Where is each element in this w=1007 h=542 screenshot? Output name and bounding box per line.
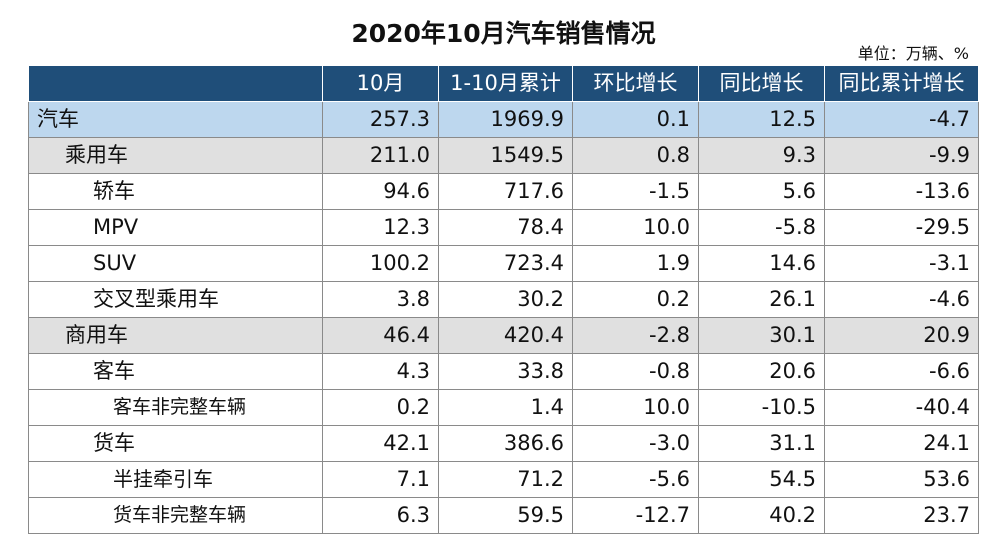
cell-value: -40.4 [824, 389, 979, 426]
cell-value: 46.4 [322, 317, 439, 354]
table-row: 客车非完整车辆 0.2 1.4 10.0 -10.5 -40.4 [28, 389, 979, 426]
table-row: MPV 12.3 78.4 10.0 -5.8 -29.5 [28, 209, 979, 246]
cell-value: 717.6 [438, 173, 573, 210]
cell-value: 5.6 [698, 173, 825, 210]
cell-value: -5.6 [572, 461, 699, 498]
cell-value: 12.5 [698, 101, 825, 138]
cell-value: -3.0 [572, 425, 699, 462]
cell-value: 6.3 [322, 497, 439, 534]
cell-value: 10.0 [572, 389, 699, 426]
cell-value: 100.2 [322, 245, 439, 282]
cell-value: 14.6 [698, 245, 825, 282]
cell-value: 723.4 [438, 245, 573, 282]
table-row: 轿车 94.6 717.6 -1.5 5.6 -13.6 [28, 173, 979, 210]
table-row: 货车非完整车辆 6.3 59.5 -12.7 40.2 23.7 [28, 497, 979, 534]
table-row: 乘用车 211.0 1549.5 0.8 9.3 -9.9 [28, 137, 979, 174]
header-cell-month: 10月 [322, 65, 439, 102]
row-label: 货车 [28, 425, 323, 462]
cell-value: 30.1 [698, 317, 825, 354]
row-label: 客车非完整车辆 [28, 389, 323, 426]
cell-value: 7.1 [322, 461, 439, 498]
row-label: 乘用车 [28, 137, 323, 174]
cell-value: -3.1 [824, 245, 979, 282]
cell-value: 30.2 [438, 281, 573, 318]
cell-value: 211.0 [322, 137, 439, 174]
row-label: 汽车 [28, 101, 323, 138]
cell-value: 26.1 [698, 281, 825, 318]
cell-value: 31.1 [698, 425, 825, 462]
cell-value: 53.6 [824, 461, 979, 498]
cell-value: 10.0 [572, 209, 699, 246]
table-row: 商用车 46.4 420.4 -2.8 30.1 20.9 [28, 317, 979, 354]
row-label: 货车非完整车辆 [28, 497, 323, 534]
cell-value: 42.1 [322, 425, 439, 462]
cell-value: 23.7 [824, 497, 979, 534]
table-row: 汽车 257.3 1969.9 0.1 12.5 -4.7 [28, 101, 979, 138]
cell-value: 71.2 [438, 461, 573, 498]
row-label: SUV [28, 245, 323, 282]
cell-value: -29.5 [824, 209, 979, 246]
cell-value: 420.4 [438, 317, 573, 354]
cell-value: 1969.9 [438, 101, 573, 138]
row-label: 交叉型乘用车 [28, 281, 323, 318]
header-cell-mom: 环比增长 [572, 65, 699, 102]
cell-value: 0.2 [572, 281, 699, 318]
header-cell-yoy-cumulative: 同比累计增长 [824, 65, 979, 102]
row-label: 轿车 [28, 173, 323, 210]
sales-table: 10月 1-10月累计 环比增长 同比增长 同比累计增长 汽车 257.3 19… [28, 65, 979, 534]
page-title: 2020年10月汽车销售情况 [351, 19, 656, 48]
row-label: MPV [28, 209, 323, 246]
cell-value: -5.8 [698, 209, 825, 246]
cell-value: 1.4 [438, 389, 573, 426]
cell-value: 1.9 [572, 245, 699, 282]
cell-value: -12.7 [572, 497, 699, 534]
cell-value: 54.5 [698, 461, 825, 498]
cell-value: 0.8 [572, 137, 699, 174]
cell-value: -13.6 [824, 173, 979, 210]
cell-value: 1549.5 [438, 137, 573, 174]
cell-value: 24.1 [824, 425, 979, 462]
row-label: 客车 [28, 353, 323, 390]
cell-value: 0.1 [572, 101, 699, 138]
table-row: 交叉型乘用车 3.8 30.2 0.2 26.1 -4.6 [28, 281, 979, 318]
header-cell-yoy: 同比增长 [698, 65, 825, 102]
header-cell-cumulative: 1-10月累计 [438, 65, 573, 102]
cell-value: 4.3 [322, 353, 439, 390]
table-row: SUV 100.2 723.4 1.9 14.6 -3.1 [28, 245, 979, 282]
cell-value: 3.8 [322, 281, 439, 318]
header-cell-name [28, 65, 323, 102]
cell-value: -4.6 [824, 281, 979, 318]
cell-value: 94.6 [322, 173, 439, 210]
cell-value: 20.6 [698, 353, 825, 390]
cell-value: -1.5 [572, 173, 699, 210]
cell-value: 9.3 [698, 137, 825, 174]
header-row: 10月 1-10月累计 环比增长 同比增长 同比累计增长 [28, 65, 979, 102]
cell-value: -4.7 [824, 101, 979, 138]
cell-value: 20.9 [824, 317, 979, 354]
cell-value: 59.5 [438, 497, 573, 534]
unit-note: 单位：万辆、% [857, 44, 969, 63]
row-label: 半挂牵引车 [28, 461, 323, 498]
cell-value: -0.8 [572, 353, 699, 390]
cell-value: -6.6 [824, 353, 979, 390]
cell-value: 78.4 [438, 209, 573, 246]
table-row: 半挂牵引车 7.1 71.2 -5.6 54.5 53.6 [28, 461, 979, 498]
cell-value: 12.3 [322, 209, 439, 246]
cell-value: 386.6 [438, 425, 573, 462]
cell-value: 33.8 [438, 353, 573, 390]
cell-value: 40.2 [698, 497, 825, 534]
row-label: 商用车 [28, 317, 323, 354]
cell-value: -2.8 [572, 317, 699, 354]
cell-value: -10.5 [698, 389, 825, 426]
table-row: 货车 42.1 386.6 -3.0 31.1 24.1 [28, 425, 979, 462]
cell-value: -9.9 [824, 137, 979, 174]
cell-value: 257.3 [322, 101, 439, 138]
cell-value: 0.2 [322, 389, 439, 426]
table-row: 客车 4.3 33.8 -0.8 20.6 -6.6 [28, 353, 979, 390]
